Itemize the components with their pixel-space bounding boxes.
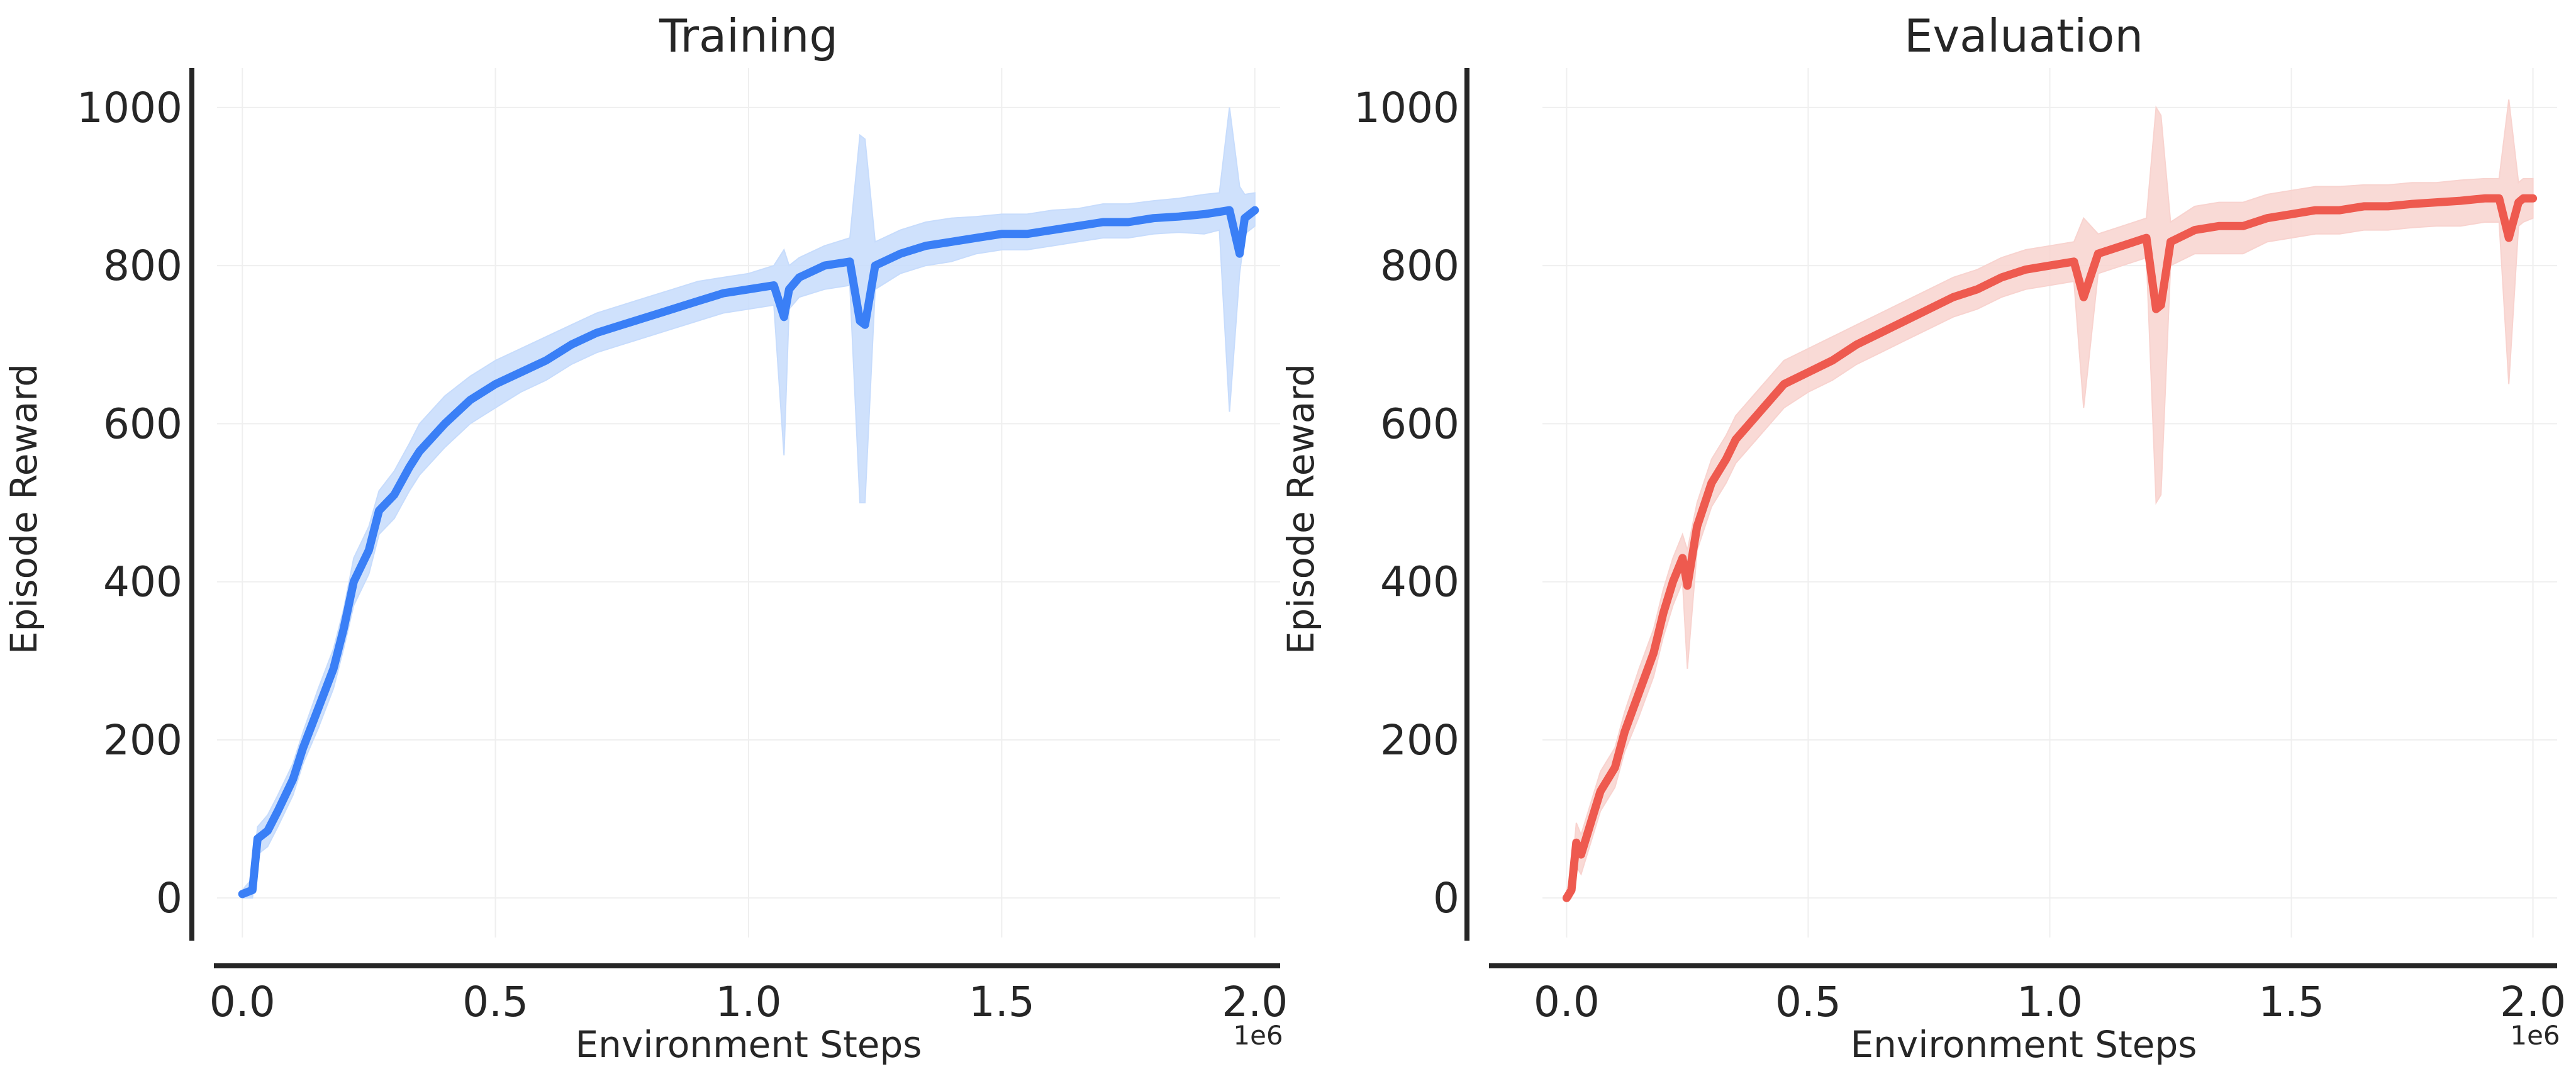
evaluation-mean-line [1562,194,2538,902]
x-tick-label: 1.5 [2258,978,2324,1026]
y-tick-label: 800 [1380,242,1459,290]
y-tick-label: 0 [156,874,182,922]
chart-title: Training [659,9,838,62]
y-tick-label: 1000 [77,84,182,132]
evaluation-confidence-band [1566,99,2534,899]
y-tick-label: 800 [103,242,182,290]
x-axis-label: Environment Steps [1850,1023,2197,1066]
y-tick-label: 1000 [1354,84,1459,132]
x-tick-label: 0.5 [1775,978,1841,1026]
x-tick-label: 1.0 [2017,978,2083,1026]
y-axis-label: Episode Reward [3,364,45,654]
training-panel: 0.0 0.5 1.0 1.5 2.0 0 200 400 600 800 1000 Training… [3,9,1288,1066]
x-tick-label: 1.5 [969,978,1035,1026]
y-tick-label: 0 [1433,874,1459,922]
training-confidence-band [242,107,1256,899]
y-tick-label: 400 [103,558,182,607]
x-tick-label: 0.0 [1534,978,1600,1026]
y-tick-label: 200 [103,716,182,764]
x-offset-label: 1e6 [1233,1020,1283,1051]
evaluation-panel: 0.0 0.5 1.0 1.5 2.0 0 200 400 600 800 1000 Evaluati… [1280,9,2566,1066]
x-tick-label: 2.0 [1222,978,1288,1026]
x-tick-label: 1.0 [716,978,782,1026]
x-tick-label: 0.5 [462,978,528,1026]
chart-title: Evaluation [1904,9,2143,62]
training-mean-line [238,206,1259,898]
y-tick-label: 400 [1380,558,1459,607]
y-tick-label: 200 [1380,716,1459,764]
x-tick-label: 0.0 [209,978,276,1026]
y-tick-label: 600 [103,400,182,448]
y-axis-label: Episode Reward [1280,364,1322,654]
x-axis-label: Environment Steps [575,1023,922,1066]
x-tick-label: 2.0 [2500,978,2566,1026]
y-tick-label: 600 [1380,400,1459,448]
x-offset-label: 1e6 [2510,1020,2560,1051]
